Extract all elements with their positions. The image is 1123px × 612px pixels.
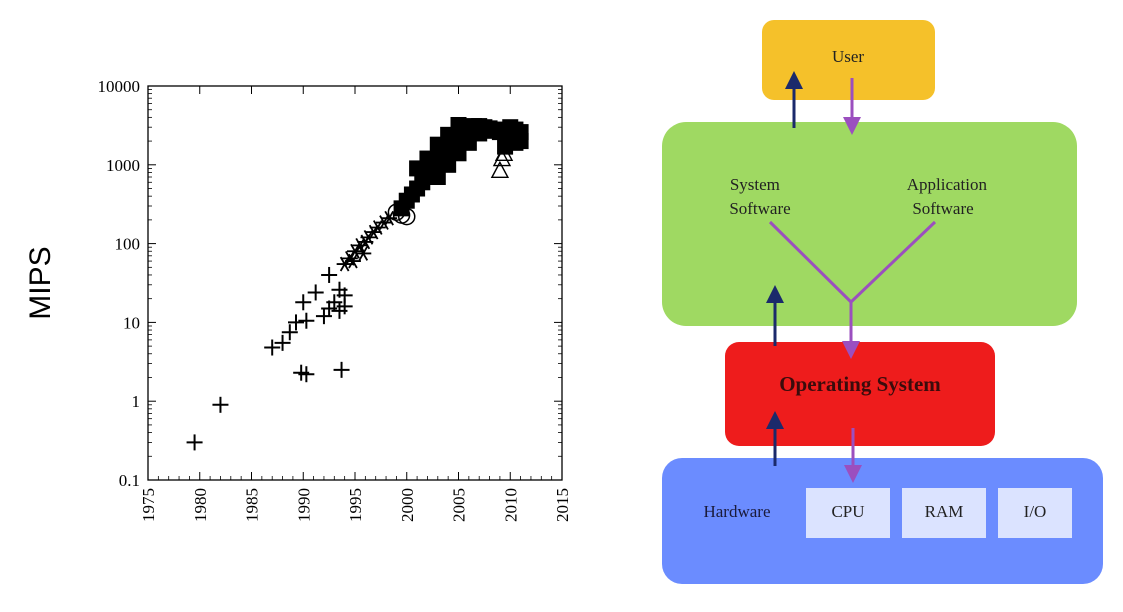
os-box <box>725 342 995 446</box>
asterisk-marker <box>344 253 361 269</box>
marker-stroke <box>350 243 360 259</box>
x-tick-label: 1980 <box>191 488 210 522</box>
square-marker <box>450 116 467 133</box>
plus-marker <box>298 312 315 329</box>
x-tick-label: 1985 <box>243 488 262 522</box>
x-tick-label: 1990 <box>294 488 313 522</box>
marker-stroke <box>348 253 358 269</box>
x-tick-label: 2000 <box>398 488 417 522</box>
x-tick-label: 2010 <box>501 488 520 522</box>
marker-stroke <box>355 237 365 253</box>
data-points <box>186 116 529 451</box>
mips-chart: 0.1 1 10 100 1000 10000 1975 1980 1985 1990 1995 2… <box>24 77 572 522</box>
ram-label: RAM <box>925 502 964 521</box>
y-axis-label: MIPS <box>24 246 57 319</box>
user-box <box>762 20 935 100</box>
plus-marker <box>336 287 353 304</box>
plus-marker <box>274 334 291 351</box>
x-axis-ticks: 1975 1980 1985 1990 1995 2000 2005 2010 2015 <box>139 86 572 522</box>
y-tick-label: 0.1 <box>119 471 140 490</box>
plus-marker <box>326 294 343 311</box>
plus-marker <box>264 339 281 356</box>
system-software-line: Software <box>729 199 790 218</box>
x-tick-label: 2005 <box>450 488 469 522</box>
x-tick-label: 1995 <box>346 488 365 522</box>
ram-box <box>902 488 986 538</box>
application-software-line: Application <box>907 175 988 194</box>
y-tick-label: 1000 <box>106 156 140 175</box>
plus-marker <box>212 396 229 413</box>
y-tick-label: 1 <box>132 392 141 411</box>
branch-system-software <box>768 220 853 304</box>
triangle-marker <box>490 160 510 179</box>
plus-marker <box>281 324 298 341</box>
cpu-label: CPU <box>831 502 864 521</box>
triangle-marker <box>494 143 514 161</box>
system-software-line: System <box>730 175 780 194</box>
square-marker <box>471 125 488 142</box>
plus-marker <box>186 434 203 451</box>
asterisk-marker <box>347 243 363 259</box>
plus-marker <box>288 314 305 331</box>
io-box <box>998 488 1072 538</box>
user-label: User <box>832 47 864 66</box>
application-software-label: Application Software <box>907 175 992 218</box>
cpu-box <box>806 488 890 538</box>
os-layer-diagram: User System Software Application Softwar… <box>662 20 1103 584</box>
square-marker <box>512 133 529 150</box>
y-tick-label: 10 <box>123 313 140 332</box>
square-marker <box>419 150 436 167</box>
plus-marker <box>298 366 315 383</box>
asterisk-marker <box>352 237 369 253</box>
os-label: Operating System <box>779 372 941 396</box>
plus-marker <box>295 294 312 311</box>
circle-marker <box>398 207 416 226</box>
y-tick-label: 10000 <box>98 77 141 96</box>
marker-stroke <box>358 246 369 261</box>
plus-marker <box>331 302 348 319</box>
plus-marker <box>333 361 350 378</box>
asterisk-marker <box>355 246 372 261</box>
io-label: I/O <box>1024 502 1047 521</box>
marker-stroke <box>345 250 355 266</box>
application-software-line: Software <box>912 199 973 218</box>
x-tick-label: 2015 <box>553 488 572 522</box>
asterisk-marker <box>336 256 353 272</box>
marker-stroke <box>339 256 350 272</box>
square-marker <box>429 169 446 186</box>
x-tick-label: 1975 <box>139 488 158 522</box>
software-box <box>662 122 1077 326</box>
plus-marker <box>321 266 338 283</box>
system-software-label: System Software <box>729 175 790 218</box>
hardware-label: Hardware <box>703 502 770 521</box>
plus-marker <box>307 284 324 301</box>
branch-application-software <box>849 220 937 304</box>
y-tick-label: 100 <box>115 235 141 254</box>
y-axis-ticks: 0.1 1 10 100 1000 10000 <box>98 77 562 490</box>
marker-stroke <box>384 210 394 226</box>
